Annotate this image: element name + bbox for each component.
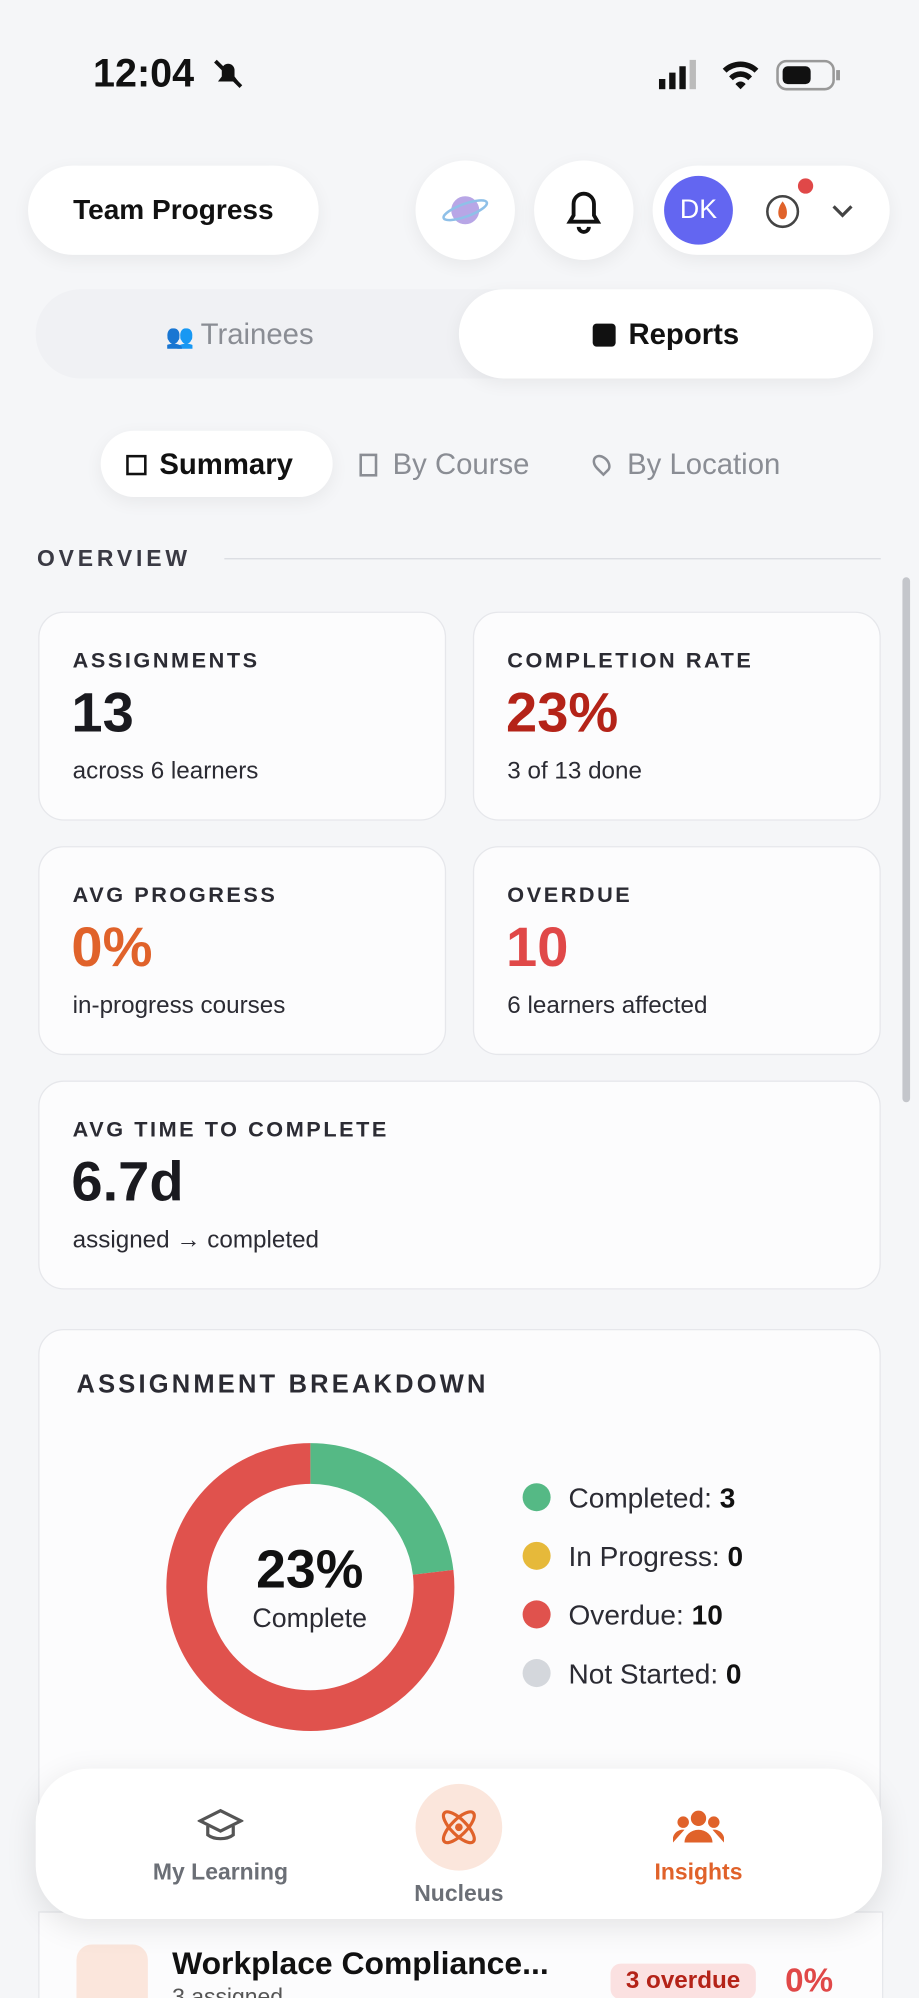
breakdown-card: ASSIGNMENT BREAKDOWN bbox=[38, 1329, 881, 1839]
nav-my-learning[interactable]: My Learning bbox=[152, 1859, 289, 1885]
legend-dot bbox=[522, 1659, 551, 1688]
legend-item: Completed: 3 bbox=[522, 1481, 736, 1515]
stat-card: OVERDUE 10 6 learners affected bbox=[472, 846, 881, 1056]
legend-value: 3 bbox=[719, 1481, 736, 1514]
legend-label: Not Started: bbox=[568, 1657, 719, 1690]
legend-value: 0 bbox=[725, 1657, 742, 1690]
profile-pill[interactable]: DK bbox=[652, 165, 890, 255]
tab-label: Reports bbox=[628, 317, 740, 351]
planet-icon bbox=[442, 196, 489, 225]
notifications-button[interactable] bbox=[534, 160, 634, 260]
course-row[interactable]: Workplace Compliance... 3 assigned 3 ove… bbox=[38, 1911, 884, 1998]
breakdown-title: ASSIGNMENT BREAKDOWN bbox=[76, 1371, 489, 1400]
nucleus-button[interactable] bbox=[415, 1783, 503, 1871]
legend-item: In Progress: 0 bbox=[522, 1540, 744, 1574]
scrollbar bbox=[902, 577, 911, 1103]
subtab-label: By Location bbox=[627, 447, 781, 481]
stat-card: COMPLETION RATE 23% 3 of 13 done bbox=[472, 611, 881, 821]
course-icon bbox=[76, 1944, 148, 1998]
tab-reports[interactable]: Reports bbox=[458, 289, 874, 379]
tab-label: Trainees bbox=[200, 317, 314, 351]
stat-sub: 3 of 13 done bbox=[507, 758, 642, 785]
legend-dot bbox=[522, 1600, 551, 1629]
donut-center-label: Complete bbox=[252, 1604, 368, 1634]
stat-sub: 6 learners affected bbox=[507, 992, 708, 1020]
stat-value: 6.7d bbox=[71, 1150, 184, 1214]
donut-segment bbox=[166, 1443, 455, 1732]
stat-label: ASSIGNMENTS bbox=[72, 648, 260, 673]
divider bbox=[224, 558, 881, 560]
stat-card: ASSIGNMENTS 13 across 6 learners bbox=[38, 611, 447, 821]
stat-card: AVG PROGRESS 0% in-progress courses bbox=[38, 846, 447, 1056]
mute-icon bbox=[214, 59, 243, 88]
stat-value: 13 bbox=[71, 681, 134, 745]
legend-value: 10 bbox=[691, 1599, 723, 1632]
profile-icons bbox=[766, 178, 853, 229]
legend-dot bbox=[522, 1541, 551, 1570]
course-sub: 3 assigned bbox=[172, 1983, 284, 1998]
bell-icon bbox=[566, 191, 602, 234]
legend-item: Not Started: 0 bbox=[522, 1657, 742, 1691]
subtab-summary[interactable]: Summary bbox=[100, 430, 333, 497]
stat-value: 23% bbox=[506, 681, 619, 745]
section-heading: OVERVIEW bbox=[36, 545, 191, 571]
stat-value: 0% bbox=[71, 916, 153, 979]
stat-label: AVG TIME TO COMPLETE bbox=[72, 1117, 389, 1142]
donut-chart bbox=[166, 1443, 455, 1732]
stat-sub: across 6 learners bbox=[72, 758, 259, 785]
stat-value: 10 bbox=[506, 916, 569, 979]
tab-trainees[interactable]: 👥 Trainees bbox=[165, 317, 314, 351]
legend-label: In Progress: bbox=[568, 1540, 720, 1573]
legend-dot bbox=[522, 1483, 551, 1512]
donut-center-value: 23% bbox=[256, 1539, 364, 1600]
overdue-badge: 3 overdue bbox=[610, 1963, 756, 1998]
course-percent: 0% bbox=[785, 1961, 834, 1998]
stat-sub: in-progress courses bbox=[72, 992, 286, 1020]
subtab-label: By Course bbox=[392, 447, 530, 481]
learning-icon bbox=[197, 1808, 244, 1841]
subtab-label: Summary bbox=[159, 447, 293, 481]
stat-label: AVG PROGRESS bbox=[72, 883, 278, 908]
legend-value: 0 bbox=[727, 1540, 744, 1573]
nav-insights[interactable]: Insights bbox=[654, 1859, 743, 1885]
legend-label: Overdue: bbox=[568, 1599, 684, 1632]
page-title: Team Progress bbox=[73, 193, 274, 226]
stat-sub: assigned → completed bbox=[72, 1227, 320, 1254]
title-pill: Team Progress bbox=[28, 165, 319, 255]
subtab-by-course[interactable]: By Course bbox=[359, 447, 529, 481]
status-icons bbox=[658, 59, 840, 91]
nucleus-icon bbox=[441, 1810, 476, 1845]
avatar: DK bbox=[664, 175, 733, 245]
stat-label: COMPLETION RATE bbox=[507, 648, 754, 673]
insights-icon bbox=[672, 1810, 724, 1843]
planet-button[interactable] bbox=[415, 160, 515, 260]
legend-label: Completed: bbox=[568, 1481, 712, 1514]
legend-item: Overdue: 10 bbox=[522, 1599, 723, 1632]
bottom-nav: My Learning Nucleus Insights bbox=[35, 1768, 883, 1919]
course-title: Workplace Compliance... bbox=[172, 1945, 549, 1982]
subtab-by-location[interactable]: By Location bbox=[589, 447, 781, 481]
status-time: 12:04 bbox=[93, 50, 195, 96]
nav-nucleus[interactable]: Nucleus bbox=[414, 1880, 504, 1907]
stat-card: AVG TIME TO COMPLETE 6.7d assigned → com… bbox=[38, 1080, 881, 1290]
stat-label: OVERDUE bbox=[507, 883, 633, 908]
